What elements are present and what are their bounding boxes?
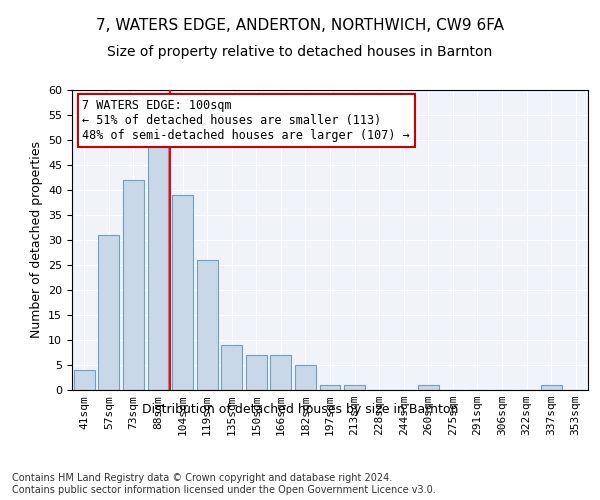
Y-axis label: Number of detached properties: Number of detached properties (29, 142, 43, 338)
Bar (172, 195, 193, 390)
Text: 7 WATERS EDGE: 100sqm
← 51% of detached houses are smaller (113)
48% of semi-det: 7 WATERS EDGE: 100sqm ← 51% of detached … (82, 99, 410, 142)
Bar (246, 355, 267, 390)
Bar (295, 365, 316, 390)
Bar (271, 355, 292, 390)
Bar (148, 140, 169, 390)
Text: Distribution of detached houses by size in Barnton: Distribution of detached houses by size … (142, 402, 458, 415)
Text: 7, WATERS EDGE, ANDERTON, NORTHWICH, CW9 6FA: 7, WATERS EDGE, ANDERTON, NORTHWICH, CW9… (96, 18, 504, 32)
Bar (98, 235, 119, 390)
Bar (344, 385, 365, 390)
Bar (123, 180, 144, 390)
Bar (320, 385, 340, 390)
Bar (197, 260, 218, 390)
Text: Contains HM Land Registry data © Crown copyright and database right 2024.
Contai: Contains HM Land Registry data © Crown c… (12, 474, 436, 495)
Text: Size of property relative to detached houses in Barnton: Size of property relative to detached ho… (107, 45, 493, 59)
Bar (541, 385, 562, 390)
Bar (221, 345, 242, 390)
Bar (74, 370, 95, 390)
Bar (418, 385, 439, 390)
